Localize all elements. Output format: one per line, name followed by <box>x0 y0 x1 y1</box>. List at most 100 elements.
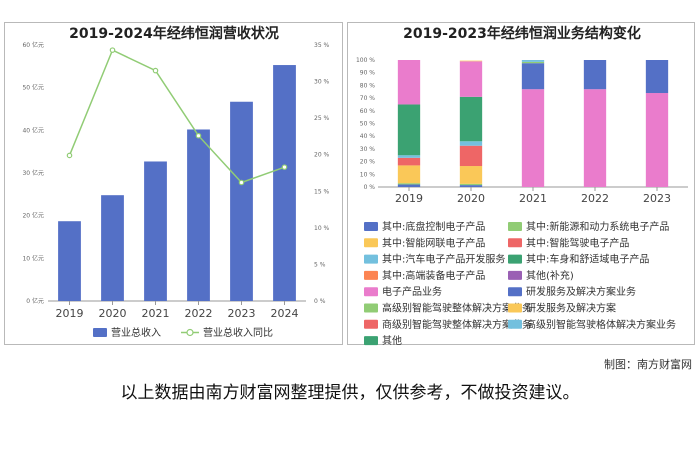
legend-swatch <box>508 270 522 280</box>
stacked-bar-segment <box>397 165 421 184</box>
stacked-bar-segment <box>459 60 483 62</box>
y-axis-tick-label: 50 % <box>360 121 376 128</box>
y2-axis-tick-label: 30 % <box>314 79 330 86</box>
stacked-bar-segment <box>521 89 545 187</box>
legend-swatch <box>508 319 522 329</box>
stacked-bar-segment <box>459 185 483 187</box>
legend-marker-yoy <box>186 328 194 337</box>
x-axis-tick-label: 2021 <box>142 307 170 320</box>
stacked-bar-segment <box>521 60 545 62</box>
revenue-chart-panel: 2019-2024年经纬恒润营收状况 0 亿元 10 亿元 20 亿元 30 亿元 40 … <box>4 22 343 345</box>
stacked-bar-segment <box>397 157 421 166</box>
revenue-bar <box>58 221 81 301</box>
yoy-growth-point <box>281 164 288 170</box>
legend-label: 研发服务及解决方案 <box>526 302 616 315</box>
stacked-bar-segment <box>645 93 669 187</box>
x-axis-tick-label: 2020 <box>99 307 127 320</box>
y-axis-tick-label: 30 亿元 <box>22 169 44 177</box>
y2-axis-tick-label: 20 % <box>314 152 330 159</box>
stacked-bar-segment <box>397 60 421 105</box>
yoy-growth-point <box>66 152 73 159</box>
legend-label: 电子产品业务 <box>382 285 442 298</box>
revenue-bar <box>101 195 124 301</box>
revenue-bar <box>144 161 167 301</box>
x-axis-tick-label: 2024 <box>271 307 299 320</box>
business-structure-chart-panel: 2019-2023年经纬恒润业务结构变化 0 % 10 % 20 % 30 % 40 % 5… <box>347 22 695 346</box>
y-axis-tick-label: 60 亿元 <box>22 41 44 49</box>
legend-label: 其中:底盘控制电子产品 <box>382 220 485 233</box>
y-axis-tick-label: 20 亿元 <box>22 212 44 220</box>
legend-swatch <box>364 319 378 329</box>
revenue-bar <box>273 65 296 301</box>
legend-label: 其中:智能驾驶电子产品 <box>526 236 629 249</box>
y-axis-tick-label: 70 % <box>360 95 376 102</box>
legend-label: 其中:智能网联电子产品 <box>382 236 485 249</box>
disclaimer-text: 以上数据由南方财富网整理提供，仅供参考，不做投资建议。 <box>120 383 580 403</box>
legend-swatch <box>508 238 522 248</box>
yoy-growth-line <box>68 49 285 184</box>
legend-swatch <box>364 222 378 231</box>
y-axis-tick-label: 40 亿元 <box>22 126 44 134</box>
chart-title: 2019-2024年经纬恒润营收状况 <box>69 25 279 42</box>
x-axis-tick-label: 2023 <box>228 307 256 320</box>
legend-swatch <box>508 287 522 297</box>
y-axis-tick-label: 100 % <box>356 57 375 64</box>
y2-axis-tick-label: 5 % <box>314 261 326 268</box>
stacked-bar-segment <box>397 183 421 185</box>
legend-label-revenue: 营业总收入 <box>111 326 161 339</box>
x-axis-tick-label: 2019 <box>395 192 423 205</box>
y2-axis-tick-label: 35 % <box>314 42 330 49</box>
y-axis-tick-label: 40 % <box>360 133 376 140</box>
y-axis-tick-label: 50 亿元 <box>22 84 44 92</box>
revenue-bar <box>230 101 253 301</box>
legend-swatch <box>508 222 522 231</box>
stacked-bar-segment <box>459 145 483 167</box>
y-axis-tick-label: 30 % <box>360 146 376 153</box>
legend-label: 其中:高端装备电子产品 <box>382 269 485 282</box>
stacked-bar-segment <box>397 104 421 156</box>
legend-label: 其中:车身和舒适域电子产品 <box>526 253 649 266</box>
y-axis-tick-label: 10 % <box>360 171 376 178</box>
revenue-chart: 2019-2024年经纬恒润营收状况 0 亿元 10 亿元 20 亿元 30 亿元 40 … <box>22 25 330 339</box>
y-axis-tick-label: 80 % <box>360 82 376 89</box>
revenue-bar <box>187 129 210 301</box>
stacked-bar-segment <box>459 183 483 186</box>
stacked-bar-segment <box>645 60 669 94</box>
chart-credit: 制图：南方财富网 <box>604 358 692 371</box>
chart-title: 2019-2023年经纬恒润业务结构变化 <box>403 25 641 42</box>
yoy-growth-point <box>195 132 202 139</box>
y2-axis-tick-label: 15 % <box>314 188 330 195</box>
x-axis-tick-label: 2021 <box>519 192 547 205</box>
y-axis-tick-label: 0 亿元 <box>26 297 44 305</box>
legend-swatch <box>364 287 378 297</box>
legend-label: 高级别智能驾驶格体解决方案业务 <box>526 318 676 331</box>
stacked-bar-segment <box>397 184 421 187</box>
yoy-growth-point <box>152 67 159 74</box>
x-axis-tick-label: 2022 <box>581 192 609 205</box>
stacked-bar-segment <box>459 61 483 97</box>
legend-label-yoy: 营业总收入同比 <box>203 326 273 339</box>
stacked-bar-segment <box>459 141 483 146</box>
stacked-bar-segment <box>521 63 545 90</box>
y-axis-tick-label: 0 % <box>364 184 376 191</box>
y-axis-tick-label: 10 亿元 <box>22 254 44 262</box>
yoy-growth-point <box>238 179 245 186</box>
y-axis-tick-label: 20 % <box>360 159 376 166</box>
stacked-bar-segment <box>521 61 545 64</box>
x-axis-tick-label: 2023 <box>643 192 671 205</box>
legend-label: 高级别智能驾驶整体解决方案业务 <box>382 302 532 315</box>
legend-label: 其中:汽车电子产品开发服务 <box>382 253 505 266</box>
legend-label: 其他(补充) <box>526 269 574 282</box>
legend-label: 其他 <box>382 334 402 346</box>
y2-axis-tick-label: 25 % <box>314 115 330 122</box>
y-axis-tick-label: 90 % <box>360 70 376 77</box>
legend-swatch <box>364 254 378 264</box>
legend-swatch <box>364 336 378 346</box>
yoy-growth-point <box>109 47 116 53</box>
stacked-bar-segment <box>583 60 607 90</box>
legend-swatch-revenue <box>93 328 107 337</box>
legend-swatch <box>364 303 378 313</box>
legend-swatch <box>364 270 378 280</box>
legend-swatch <box>508 303 522 313</box>
x-axis-tick-label: 2019 <box>56 307 84 320</box>
